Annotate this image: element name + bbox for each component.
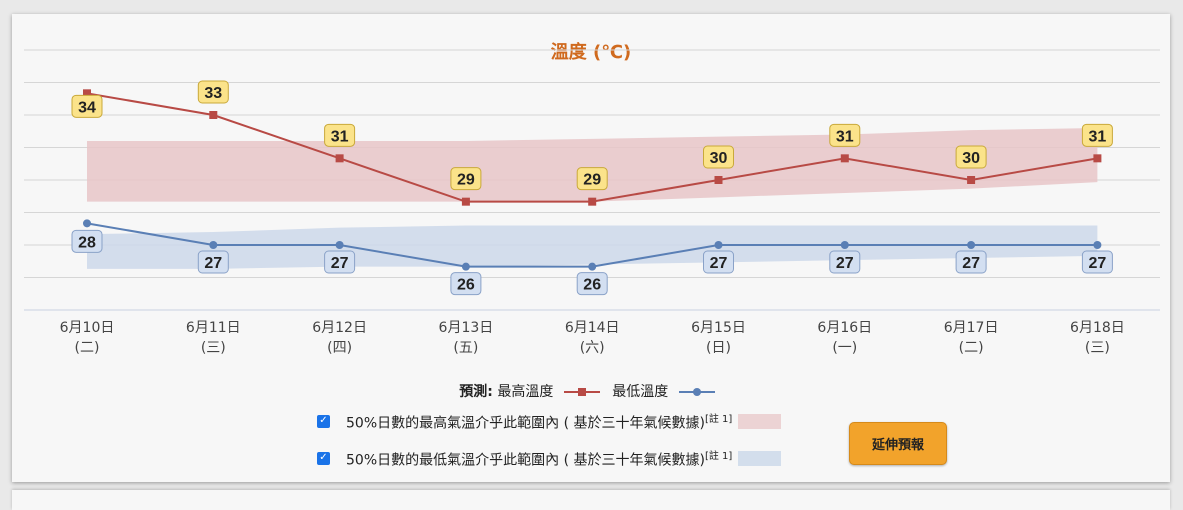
- min-temp-label-box: [829, 250, 861, 274]
- max-temp-data-label: 31: [836, 128, 854, 145]
- temperature-card: 溫度 (℃) 34 33 31 29 29 30 31 30 31 28 27 27 26 26 27 27 2…: [12, 14, 1170, 482]
- max-temp-point: [840, 154, 849, 163]
- min-temp-label-box: [71, 229, 103, 253]
- max-temp-label-box: [576, 167, 608, 191]
- x-tick-weekday: (三): [1085, 340, 1110, 356]
- max-temp-point: [209, 111, 218, 119]
- max-temp-label-box: [1081, 123, 1113, 147]
- min-temp-label-box: [324, 250, 356, 274]
- extended-forecast-button[interactable]: 延伸預報: [849, 422, 947, 465]
- max-temp-point: [714, 176, 723, 184]
- max-temp-data-label: 29: [583, 172, 601, 189]
- x-tick-weekday: (六): [580, 340, 605, 356]
- x-tick-date: 6月11日: [186, 320, 241, 336]
- min-temp-data-label: 26: [583, 277, 601, 294]
- min-temp-point: [840, 241, 849, 249]
- min-temp-data-label: 27: [962, 255, 980, 272]
- legend-min-marker: [678, 388, 715, 396]
- x-tick-weekday: (一): [832, 340, 857, 356]
- min-band-swatch: [738, 450, 782, 466]
- max-band-checkbox[interactable]: ✓: [317, 414, 330, 428]
- x-tick-weekday: (日): [706, 340, 731, 356]
- series-legend: 預測: 最高溫度 最低溫度: [12, 381, 1170, 401]
- max-temp-label-box: [197, 80, 229, 104]
- max-temp-point: [1093, 154, 1102, 163]
- legend-prefix: 預測:: [459, 384, 493, 400]
- max-temp-label-box: [829, 123, 861, 147]
- min-temp-label-box: [703, 250, 734, 274]
- min-temp-label-box: [576, 272, 608, 296]
- max-temp-point: [83, 89, 91, 98]
- max-temp-label-box: [71, 94, 103, 118]
- min-temp-label-box: [197, 250, 229, 274]
- min-temp-data-label: 27: [710, 255, 728, 272]
- min-temp-point: [714, 241, 723, 249]
- max-temp-data-label: 29: [457, 172, 475, 189]
- min-temp-label-box: [955, 250, 987, 274]
- max-band-text: 50%日數的最高氣溫介乎此範圍內 ( 基於三十年氣候數據)[註 1]: [346, 414, 733, 432]
- legend-max-marker: [563, 388, 600, 396]
- min-temp-point: [83, 219, 91, 228]
- min-temp-label-box: [450, 272, 482, 296]
- min-temp-data-label: 27: [1089, 255, 1107, 272]
- min-temp-point: [588, 262, 597, 271]
- min-temp-data-label: 27: [204, 255, 222, 272]
- x-tick-date: 6月17日: [944, 320, 999, 336]
- min-temp-data-label: 27: [836, 255, 854, 272]
- min-temp-point: [209, 241, 218, 249]
- max-temp-label-box: [324, 123, 356, 147]
- min-temp-point: [1093, 241, 1102, 249]
- max-temp-data-label: 30: [710, 150, 728, 167]
- x-tick-date: 6月18日: [1070, 320, 1125, 336]
- x-tick-date: 6月16日: [817, 320, 872, 336]
- x-tick-date: 6月12日: [312, 320, 367, 336]
- max-temp-data-label: 30: [962, 150, 980, 167]
- max-temp-point: [461, 197, 470, 206]
- min-temp-point: [335, 241, 344, 249]
- max-temp-label-box: [703, 145, 734, 169]
- x-tick-weekday: (二): [959, 340, 984, 356]
- max-temp-data-label: 31: [331, 128, 349, 145]
- max-band-toggle-row: ✓ 50%日數的最高氣溫介乎此範圍內 ( 基於三十年氣候數據)[註 1]: [317, 410, 782, 433]
- min-temp-data-label: 27: [331, 255, 349, 272]
- legend-min-label: 最低溫度: [612, 384, 669, 400]
- max-temp-point: [588, 197, 597, 206]
- x-tick-date: 6月13日: [439, 320, 494, 336]
- max-temp-data-label: 31: [1089, 128, 1107, 145]
- max-temp-label-box: [955, 145, 987, 169]
- max-temp-data-label: 33: [204, 85, 222, 102]
- x-tick-weekday: (二): [75, 340, 100, 356]
- max-temp-range-band: [87, 128, 1098, 202]
- min-temp-data-label: 26: [457, 277, 475, 294]
- min-temp-range-band: [87, 225, 1098, 269]
- min-band-checkbox[interactable]: ✓: [317, 451, 330, 465]
- chart-title: 溫度 (℃): [550, 42, 632, 63]
- max-temp-point: [335, 154, 344, 163]
- next-card: [12, 490, 1170, 510]
- x-tick-date: 6月15日: [691, 320, 746, 336]
- x-tick-weekday: (五): [453, 340, 478, 356]
- legend-max-label: 最高溫度: [497, 384, 554, 400]
- min-temp-point: [967, 241, 976, 249]
- min-temp-data-label: 28: [78, 234, 96, 251]
- max-temp-point: [967, 176, 976, 184]
- min-temp-label-box: [1081, 250, 1113, 274]
- x-tick-date: 6月10日: [60, 320, 115, 336]
- max-temp-label-box: [450, 167, 482, 191]
- min-band-text: 50%日數的最低氣溫介乎此範圍內 ( 基於三十年氣候數據)[註 1]: [346, 451, 733, 469]
- max-band-swatch: [738, 413, 782, 429]
- max-temp-data-label: 34: [78, 99, 96, 116]
- x-tick-date: 6月14日: [565, 320, 620, 336]
- x-tick-weekday: (三): [201, 340, 226, 356]
- min-band-toggle-row: ✓ 50%日數的最低氣溫介乎此範圍內 ( 基於三十年氣候數據)[註 1]: [317, 447, 782, 470]
- x-tick-weekday: (四): [327, 340, 352, 356]
- min-temp-point: [461, 262, 470, 271]
- temperature-chart: 34 33 31 29 29 30 31 30 31 28 27 27 26 26 27 27 27 27 6月1…: [24, 49, 1160, 356]
